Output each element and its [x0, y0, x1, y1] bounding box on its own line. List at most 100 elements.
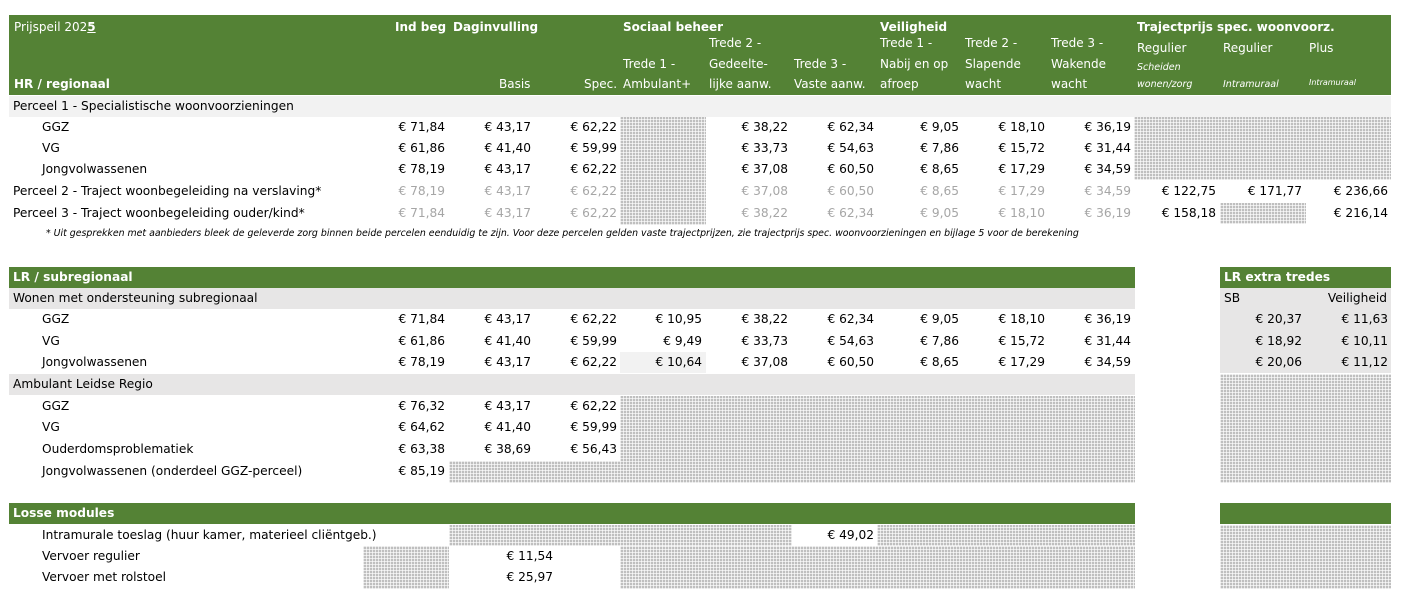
row-label: Vervoer regulier: [42, 549, 140, 563]
cell-value: € 25,97: [506, 570, 553, 584]
cell-v3: € 31,44: [1084, 141, 1131, 155]
hatch-hr-tp: [1134, 117, 1391, 180]
cell-ind: € 76,32: [398, 399, 445, 413]
hatch-ambulant: [620, 396, 1135, 483]
header-sociaal-beheer: Sociaal beheer: [623, 20, 724, 34]
header-daginvulling-text: Daginvulling: [453, 20, 539, 34]
cell-spec: € 62,22: [570, 206, 617, 220]
cell-spec: € 62,22: [570, 162, 617, 176]
cell-sb2: € 38,22: [741, 120, 788, 134]
header-sb-t2-l1: Trede 2 -: [709, 36, 762, 50]
cell-extra-v: € 11,63: [1341, 312, 1388, 326]
cell-tp1: € 122,75: [1161, 184, 1216, 198]
cell-sb3: € 60,50: [827, 184, 874, 198]
prijspeil-label: Prijspeil 2025: [14, 20, 96, 34]
cell-ind: € 78,19: [398, 184, 445, 198]
header-sb-t1-l2: Ambulant+: [623, 77, 692, 91]
cell-sb2: € 33,73: [741, 141, 788, 155]
cell-basis: € 43,17: [484, 355, 531, 369]
cell-v2: € 15,72: [998, 334, 1045, 348]
row-label: Perceel 3 - Traject woonbegeleiding oude…: [13, 206, 305, 220]
cell-sb2: € 38,22: [741, 312, 788, 326]
lr-extra-title: LR extra tredes: [1224, 270, 1331, 284]
header-v-t1-l3: afroep: [880, 77, 919, 91]
cell-value: € 11,54: [506, 549, 553, 563]
cell-spec: € 59,99: [570, 334, 617, 348]
cell-spec: € 59,99: [570, 420, 617, 434]
cell-spec: € 62,22: [570, 184, 617, 198]
row-label: Perceel 2 - Traject woonbegeleiding na v…: [13, 184, 322, 198]
footnote: * Uit gesprekken met aanbieders bleek de…: [46, 228, 1079, 239]
header-sb-t2-l3: lijke aanw.: [709, 77, 772, 91]
cell-v1: € 8,65: [920, 184, 959, 198]
header-hr-regionaal: HR / regionaal: [14, 77, 110, 91]
cell-ind: € 71,84: [398, 312, 445, 326]
cell-basis: € 41,40: [484, 141, 531, 155]
cell-basis: € 43,17: [484, 206, 531, 220]
row-label: VG: [42, 334, 60, 348]
losse-title: Losse modules: [13, 506, 115, 520]
row-label: Jongvolwassenen: [42, 355, 148, 369]
header-tp-c3-l2: Intramuraal: [1309, 78, 1356, 87]
hatch-losse-right: [620, 546, 1135, 589]
cell-ind: € 61,86: [398, 334, 445, 348]
cell-v1: € 9,05: [920, 206, 959, 220]
header-band: [9, 15, 1391, 95]
header-tp-c2-l1: Regulier: [1223, 41, 1273, 55]
sb1-highlight: [620, 352, 706, 373]
lr-extra-sb-header: SB: [1224, 291, 1241, 305]
cell-v2: € 15,72: [998, 141, 1045, 155]
cell-sb2: € 37,08: [741, 184, 788, 198]
cell-ind: € 78,19: [398, 162, 445, 176]
row-label: VG: [42, 420, 60, 434]
header-v-t1-l2: Nabij en op: [880, 57, 949, 71]
cell-v1: € 9,05: [920, 312, 959, 326]
cell-sb3: € 54,63: [827, 334, 874, 348]
lr-title: LR / subregionaal: [13, 270, 133, 284]
row-label: GGZ: [42, 312, 70, 326]
cell-sb3: € 62,34: [827, 206, 874, 220]
header-v-t3-l1: Trede 3 -: [1051, 36, 1104, 50]
perceel1-label: Perceel 1 - Specialistische woonvoorzien…: [13, 99, 294, 113]
cell-tp3: € 216,14: [1333, 206, 1388, 220]
lr-extra-header-band: [1220, 267, 1391, 288]
cell-sb3: € 54,63: [827, 141, 874, 155]
losse-header-band: [9, 503, 1135, 524]
header-sb-t3-l1: Trede 3 -: [794, 57, 847, 71]
cell-tp3: € 236,66: [1333, 184, 1388, 198]
header-sb-t1-l1: Trede 1 -: [623, 57, 676, 71]
cell-v3: € 31,44: [1084, 334, 1131, 348]
row-label: Intramurale toeslag (huur kamer, materie…: [42, 528, 377, 542]
cell-sb1: € 10,95: [655, 312, 702, 326]
cell-v1: € 8,65: [920, 162, 959, 176]
cell-sb1: € 10,64: [655, 355, 702, 369]
cell-ind: € 64,62: [398, 420, 445, 434]
hatch-ambulant-extra: [1220, 374, 1391, 483]
header-ind-beg: Ind beg: [395, 20, 447, 34]
hatch-ambulant-jv: [449, 461, 621, 483]
cell-basis: € 38,69: [484, 442, 531, 456]
cell-spec: € 56,43: [570, 442, 617, 456]
cell-ind: € 78,19: [398, 355, 445, 369]
cell-v2: € 18,10: [998, 206, 1045, 220]
cell-ind: € 71,84: [398, 120, 445, 134]
wonen-band: [9, 288, 1135, 309]
perceel1-band: [9, 96, 1391, 117]
cell-spec: € 62,22: [570, 355, 617, 369]
cell-extra-sb: € 20,06: [1255, 355, 1302, 369]
header-sb-t3-l2: Vaste aanw.: [794, 77, 866, 91]
header-tp-c1-l1: Regulier: [1137, 41, 1187, 55]
cell-v1: € 7,86: [920, 141, 959, 155]
cell-v2: € 17,29: [998, 184, 1045, 198]
lr-header-band: [9, 267, 1135, 288]
header-v-t1-l1: Trede 1 -: [880, 36, 933, 50]
cell-spec: € 62,22: [570, 120, 617, 134]
header-v-t2-l2: Slapende: [965, 57, 1021, 71]
cell-v3: € 36,19: [1084, 206, 1131, 220]
cell-sb3: € 60,50: [827, 162, 874, 176]
cell-extra-sb: € 20,37: [1255, 312, 1302, 326]
cell-sb3: € 60,50: [827, 355, 874, 369]
header-spec: Spec.: [584, 77, 618, 91]
cell-v3: € 34,59: [1084, 162, 1131, 176]
